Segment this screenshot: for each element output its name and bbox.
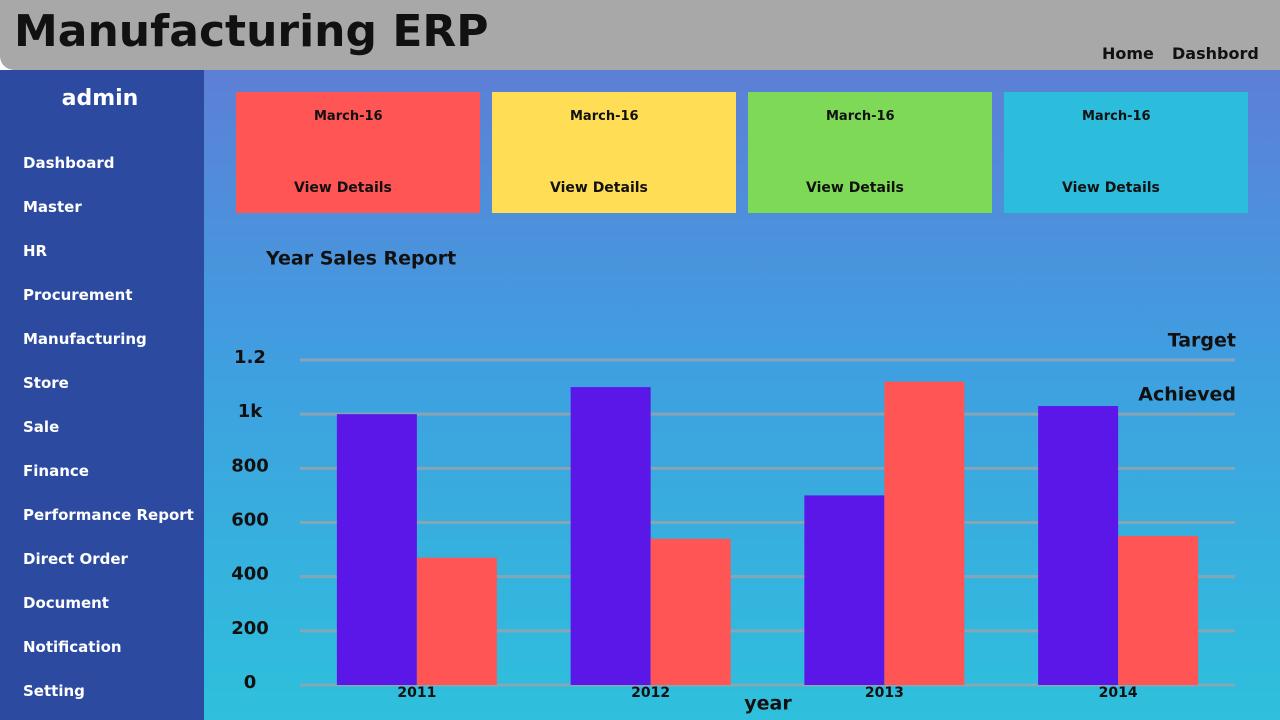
card-date: March-16 [314, 109, 383, 124]
card-date: March-16 [570, 109, 639, 124]
y-tick-label: 400 [231, 564, 269, 585]
card-link[interactable]: View Details [294, 180, 392, 196]
bar [1118, 536, 1199, 685]
x-tick-label: 2013 [865, 685, 904, 701]
bar [804, 495, 885, 685]
x-tick-label: 2014 [1099, 685, 1138, 701]
menu-item[interactable]: Finance [23, 462, 89, 480]
menu-item[interactable]: Notification [23, 638, 122, 656]
nav-link[interactable]: Dashbord [1172, 44, 1259, 63]
y-tick-label: 200 [231, 618, 269, 639]
user-name: admin [61, 86, 139, 111]
sidebar: admin Dashboard Master HR Procurement Manufa… [0, 70, 204, 720]
card-link[interactable]: View Details [806, 180, 904, 196]
chart-title: Year Sales Report [265, 248, 456, 270]
y-tick-label: 1k [238, 401, 264, 422]
y-tick-label: 1.2 [234, 347, 266, 368]
menu-item[interactable]: Document [23, 594, 109, 612]
menu-item[interactable]: Manufacturing [23, 330, 147, 348]
summary-card: March-16 View Details [748, 92, 992, 213]
card-link[interactable]: View Details [550, 180, 648, 196]
app-title: Manufacturing ERP [14, 6, 489, 57]
menu-item[interactable]: HR [23, 242, 48, 260]
menu-item[interactable]: Direct Order [23, 550, 128, 568]
menu-item[interactable]: Store [23, 374, 69, 392]
bar [336, 414, 417, 685]
menu-item[interactable]: Procurement [23, 286, 133, 304]
bar [1038, 406, 1119, 685]
bar [416, 557, 497, 685]
legend-entry: Target [1168, 330, 1236, 352]
menu-item[interactable]: Master [23, 198, 82, 216]
x-tick-label: 2011 [397, 685, 436, 701]
menu-item[interactable]: Performance Report [23, 506, 194, 524]
nav-link[interactable]: Home [1102, 44, 1154, 63]
menu-item[interactable]: Sale [23, 418, 60, 436]
card-date: March-16 [1082, 109, 1151, 124]
y-tick-label: 0 [244, 672, 257, 693]
header: Manufacturing ERP Home Dashbord [0, 0, 1280, 70]
bar [650, 538, 731, 685]
summary-card: March-16 View Details [492, 92, 736, 213]
y-tick-label: 800 [231, 455, 269, 476]
menu-item[interactable]: Dashboard [23, 154, 115, 172]
menu-item[interactable]: Setting [23, 682, 85, 700]
summary-card: March-16 View Details [1004, 92, 1248, 213]
card-date: March-16 [826, 109, 895, 124]
x-axis-label: year [744, 693, 792, 715]
bar [884, 381, 965, 685]
legend-entry: Achieved [1138, 384, 1236, 406]
y-tick-label: 600 [231, 510, 269, 531]
bar [570, 387, 651, 685]
card-link[interactable]: View Details [1062, 180, 1160, 196]
summary-card: March-16 View Details [236, 92, 480, 213]
x-tick-label: 2012 [631, 685, 670, 701]
